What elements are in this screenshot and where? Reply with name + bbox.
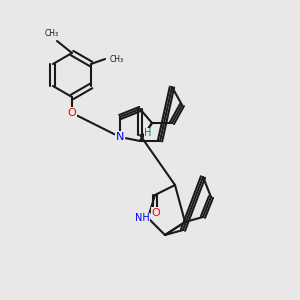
Text: N: N <box>116 132 124 142</box>
Text: H: H <box>144 128 152 138</box>
Text: CH₃: CH₃ <box>110 55 124 64</box>
Text: O: O <box>152 208 160 218</box>
Text: NH: NH <box>135 213 149 223</box>
Text: CH₃: CH₃ <box>45 29 59 38</box>
Text: O: O <box>68 108 76 118</box>
